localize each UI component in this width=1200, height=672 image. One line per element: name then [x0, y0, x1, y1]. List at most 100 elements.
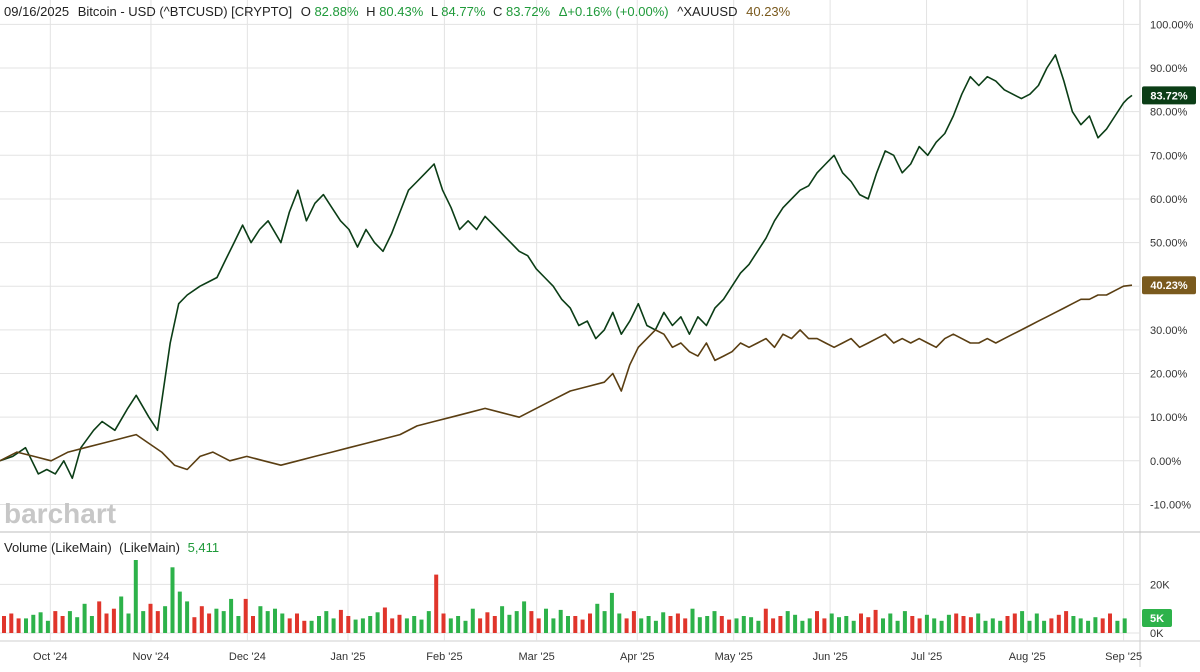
volume-bar-up: [756, 621, 760, 633]
volume-bar-down: [771, 618, 775, 633]
y-tick-label: -10.00%: [1150, 499, 1191, 511]
btc-last-badge: 83.72%: [1142, 86, 1196, 104]
volume-bar-up: [617, 614, 621, 634]
volume-bar-up: [647, 616, 651, 633]
volume-bar-up: [236, 616, 240, 633]
y-tick-label: 0.00%: [1150, 456, 1181, 468]
volume-bar-up: [39, 612, 43, 633]
volume-bar-up: [888, 614, 892, 634]
volume-bar-down: [105, 614, 109, 634]
volume-bar-down: [200, 606, 204, 633]
volume-bar-up: [75, 617, 79, 633]
x-tick-label: Jan '25: [330, 651, 365, 663]
volume-bar-up: [368, 616, 372, 633]
volume-bar-up: [310, 621, 314, 633]
volume-bar-down: [969, 617, 973, 633]
volume-legend: Volume (LikeMain) (LikeMain) 5,411: [4, 540, 219, 555]
volume-bar-down: [1057, 615, 1061, 633]
volume-bar-up: [68, 611, 72, 633]
x-tick-label: May '25: [715, 651, 753, 663]
x-tick-label: Dec '24: [229, 651, 266, 663]
gold-series-group: [0, 285, 1132, 469]
volume-bar-up: [317, 616, 321, 633]
volume-bar-up: [515, 611, 519, 633]
legend-symbol-title: Bitcoin - USD (^BTCUSD) [CRYPTO]: [78, 4, 292, 19]
y-tick-label: 60.00%: [1150, 194, 1188, 206]
volume-bar-down: [346, 616, 350, 633]
volume-bar-down: [288, 618, 292, 633]
volume-bar-up: [940, 621, 944, 633]
volume-bar-down: [954, 614, 958, 634]
volume-bar-up: [185, 601, 189, 633]
volume-bar-down: [1108, 614, 1112, 634]
barchart-watermark: barchart: [4, 498, 116, 529]
volume-bar-down: [478, 618, 482, 633]
gold-last-value: 40.23%: [1150, 280, 1188, 292]
volume-bar-up: [1071, 616, 1075, 633]
volume-bar-up: [420, 620, 424, 633]
volume-bar-down: [859, 614, 863, 634]
volume-bar-down: [156, 611, 160, 633]
volume-bar-up: [1093, 617, 1097, 633]
volume-bar-up: [691, 609, 695, 633]
volume-bar-down: [573, 616, 577, 633]
legend-header: 09/16/2025 Bitcoin - USD (^BTCUSD) [CRYP…: [4, 4, 791, 19]
volume-bar-down: [918, 618, 922, 633]
volume-bar-up: [1115, 621, 1119, 633]
volume-bar-up: [427, 611, 431, 633]
volume-bar-up: [456, 616, 460, 633]
volume-sub-label: (LikeMain): [119, 540, 180, 555]
volume-bar-down: [1049, 618, 1053, 633]
volume-bar-down: [874, 610, 878, 633]
volume-bar-up: [808, 618, 812, 633]
y-tick-label: 100.00%: [1150, 19, 1194, 31]
x-tick-label: Aug '25: [1009, 651, 1046, 663]
volume-bar-down: [112, 609, 116, 633]
x-tick-label: Apr '25: [620, 651, 655, 663]
volume-bar-down: [61, 616, 65, 633]
volume-bar-up: [830, 614, 834, 634]
volume-bar-up: [522, 601, 526, 633]
volume-bar-up: [1079, 618, 1083, 633]
volume-bar-up: [171, 567, 175, 633]
volume-last-badge: 5K: [1142, 609, 1172, 627]
y-tick-label: 30.00%: [1150, 325, 1188, 337]
volume-bar-down: [149, 604, 153, 633]
legend-high-label: H: [366, 4, 375, 19]
volume-bar-up: [500, 606, 504, 633]
volume-bar-down: [1101, 618, 1105, 633]
legend-compare-symbol: ^XAUUSD: [677, 4, 737, 19]
volume-bar-down: [625, 618, 629, 633]
volume-bar-up: [896, 621, 900, 633]
y-tick-label: 70.00%: [1150, 150, 1188, 162]
volume-bar-up: [654, 621, 658, 633]
volume-bar-up: [852, 621, 856, 633]
volume-bar-up: [361, 618, 365, 633]
volume-bar-up: [1035, 614, 1039, 634]
y-tick-label: 50.00%: [1150, 238, 1188, 250]
volume-bar-up: [141, 611, 145, 633]
volume-bar-up: [229, 599, 233, 633]
volume-bar-up: [976, 614, 980, 634]
volume-bar-up: [984, 621, 988, 633]
volume-bar-up: [354, 620, 358, 633]
legend-close-label: C: [493, 4, 502, 19]
volume-bar-down: [485, 612, 489, 633]
volume-bar-down: [529, 611, 533, 633]
volume-bar-up: [134, 560, 138, 633]
volume-last-value: 5K: [1150, 613, 1164, 625]
volume-bar-down: [632, 611, 636, 633]
volume-bar-up: [83, 604, 87, 633]
x-tick-label: Oct '24: [33, 651, 68, 663]
volume-bar-up: [639, 618, 643, 633]
volume-bar-down: [822, 618, 826, 633]
volume-bar-up: [31, 615, 35, 633]
volume-bar-up: [280, 614, 284, 634]
volume-bar-down: [676, 614, 680, 634]
volume-bar-up: [881, 618, 885, 633]
volume-bar-up: [376, 612, 380, 633]
volume-bar-down: [727, 620, 731, 633]
volume-bar-up: [713, 611, 717, 633]
volume-tick-label: 20K: [1150, 579, 1170, 591]
